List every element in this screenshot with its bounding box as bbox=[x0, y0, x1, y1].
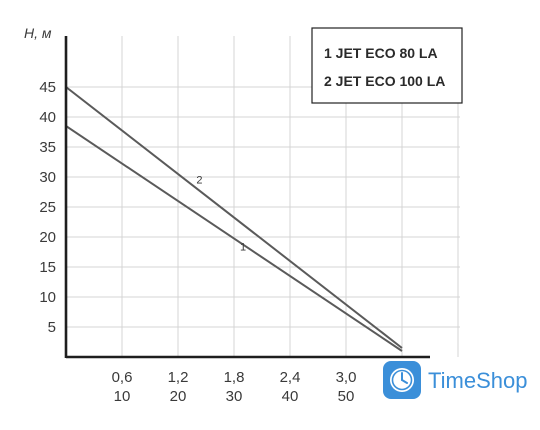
x-tick-label-lmin: 50 bbox=[338, 388, 355, 405]
y-tick-label: 10 bbox=[39, 289, 56, 306]
clock-icon bbox=[383, 361, 421, 399]
axes bbox=[64, 36, 430, 359]
y-tick-label: 15 bbox=[39, 259, 56, 276]
y-tick-label: 20 bbox=[39, 229, 56, 246]
legend-entry-2: 2 JET ECO 100 LA bbox=[324, 73, 445, 89]
x-tick-label-m3h: 2,4 bbox=[280, 369, 301, 386]
curve-labels: 12 bbox=[196, 174, 246, 253]
y-tick-label: 5 bbox=[48, 319, 56, 336]
y-tick-label: 25 bbox=[39, 199, 56, 216]
x-tick-label-m3h: 0,6 bbox=[112, 369, 133, 386]
curve-label-1: 1 bbox=[240, 242, 246, 254]
x-tick-label-lmin: 40 bbox=[282, 388, 299, 405]
legend-box bbox=[311, 27, 463, 104]
x-tick-label-lmin: 30 bbox=[226, 388, 243, 405]
x-tick-label-m3h: 3,0 bbox=[336, 369, 357, 386]
x-tick-label-m3h: 1,2 bbox=[168, 369, 189, 386]
legend-entry-1: 1 JET ECO 80 LA bbox=[324, 45, 438, 61]
series-lines bbox=[65, 86, 403, 352]
x-tick-label-lmin: 10 bbox=[114, 388, 131, 405]
x-tick-labels: 0,6 1,2 1,8 2,4 3,0 10 20 30 40 50 bbox=[112, 369, 357, 405]
y-tick-label: 45 bbox=[39, 79, 56, 96]
x-tick-label-m3h: 1,8 bbox=[224, 369, 245, 386]
series-line-2 bbox=[65, 86, 403, 349]
curve-label-2: 2 bbox=[196, 174, 202, 186]
y-axis-label: H, м bbox=[24, 25, 52, 41]
legend: 1 JET ECO 80 LA 2 JET ECO 100 LA bbox=[311, 27, 463, 104]
brand-logo: TimeShop bbox=[383, 361, 527, 399]
y-tick-label: 30 bbox=[39, 169, 56, 186]
series-line-1 bbox=[65, 125, 403, 352]
y-tick-label: 35 bbox=[39, 139, 56, 156]
x-tick-label-lmin: 20 bbox=[170, 388, 187, 405]
y-tick-label: 40 bbox=[39, 109, 56, 126]
y-tick-labels: 5 10 15 20 25 30 35 40 45 bbox=[39, 79, 56, 336]
brand-name: TimeShop bbox=[428, 368, 527, 393]
